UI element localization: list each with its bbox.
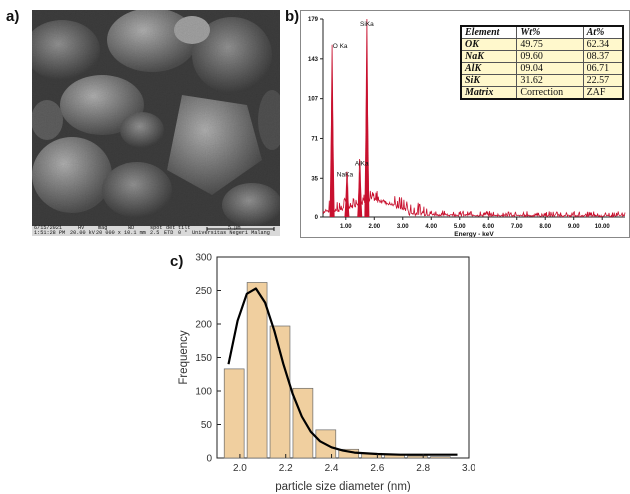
panel-label-a: a): [6, 8, 20, 25]
table-cell: Matrix: [460, 86, 518, 100]
table-cell: SiK: [460, 74, 518, 87]
eds-composition-table: Element Wt% At% OK 49.75 62.34 NaK 09.60…: [460, 25, 624, 100]
hist-x-tick-label: 3.0: [462, 463, 475, 474]
eds-spectrum-chart: 0 35 71 107 143 179 1.00 2.00 3.00 4.00 5.00 6.00 7.…: [308, 17, 626, 237]
sem-image: 6/15/2021 HV mag WD spot det tilt 5 μm 1…: [32, 10, 280, 236]
eds-x-tick-label: 8.00: [539, 224, 551, 230]
table-header-cell: At%: [582, 25, 624, 39]
hist-y-tick-label: 50: [201, 420, 213, 431]
sem-date: 6/15/2021: [34, 225, 63, 231]
sem-micrograph: [32, 10, 280, 226]
hist-y-tick-label: 300: [195, 253, 212, 264]
eds-peak: [329, 51, 335, 217]
sem-scale-label: 5 μm: [228, 225, 241, 231]
sem-tilt-value: 0 °: [178, 230, 188, 236]
eds-peak-label: O Ka: [333, 43, 348, 50]
table-cell: AlK: [460, 62, 518, 75]
table-cell: 62.34: [582, 38, 624, 51]
table-cell: 31.62: [516, 74, 584, 87]
eds-x-tick-label: 1.00: [340, 224, 352, 230]
table-row: Matrix Correction ZAF: [460, 86, 624, 100]
table-row: NaK 09.60 08.37: [460, 50, 624, 63]
panel-label-c: c): [170, 253, 184, 270]
eds-y-tick-label: 0: [315, 215, 319, 221]
hist-y-tick-label: 150: [195, 353, 212, 364]
histogram-bar: [246, 282, 268, 459]
hist-x-axis-label: particle size diameter (nm): [275, 481, 411, 492]
hist-y-tick-label: 200: [195, 320, 212, 331]
table-header-cell: Wt%: [516, 25, 584, 39]
table-header-cell: Element: [460, 25, 518, 39]
hist-x-tick-label: 2.6: [370, 463, 384, 474]
sem-wd-label: WD: [128, 225, 135, 231]
sem-spot-value: 2.5: [150, 230, 160, 236]
eds-y-tick-label: 71: [311, 136, 318, 142]
sem-info-bar: 6/15/2021 HV mag WD spot det tilt 5 μm 1…: [32, 225, 280, 236]
eds-y-tick-label: 35: [311, 176, 318, 182]
hist-y-tick-label: 250: [195, 286, 212, 297]
sem-det-value: ETD: [164, 230, 174, 236]
eds-y-tick-label: 107: [308, 97, 319, 103]
particle-size-histogram: 0 50 100 150 200 250 300 2.0 2.2 2.4 2.6 2.8 3.0 part…: [178, 253, 475, 493]
sem-tilt-label: tilt: [178, 225, 191, 231]
eds-peak-label: NaKa: [337, 171, 354, 178]
table-cell: 49.75: [516, 38, 584, 51]
histogram-bar: [223, 368, 245, 459]
table-header-row: Element Wt% At%: [460, 25, 624, 39]
sem-time: 1:51:28 PM: [34, 230, 66, 236]
hist-x-tick-label: 2.8: [416, 463, 430, 474]
table-row: OK 49.75 62.34: [460, 38, 624, 51]
sem-mag-value: 20 000 x: [96, 230, 121, 236]
eds-x-tick-label: 3.00: [397, 224, 409, 230]
hist-x-tick-label: 2.2: [279, 463, 293, 474]
eds-peak-label: AlKa: [355, 160, 369, 167]
eds-x-tick-label: 2.00: [368, 224, 380, 230]
table-cell: NaK: [460, 50, 518, 63]
eds-x-axis-label: Energy - keV: [454, 231, 494, 237]
eds-y-tick-label: 143: [308, 57, 319, 63]
eds-peak-label: SiKa: [360, 21, 374, 28]
eds-panel: 0 35 71 107 143 179 1.00 2.00 3.00 4.00 5.00 6.00 7.…: [300, 10, 630, 238]
sem-hv-label: HV: [78, 225, 85, 231]
table-cell: ZAF: [582, 86, 624, 100]
histogram-bar: [292, 387, 314, 459]
histogram-bar: [269, 325, 291, 459]
panel-label-b: b): [285, 8, 300, 25]
table-cell: 08.37: [582, 50, 624, 63]
table-cell: 06.71: [582, 62, 624, 75]
eds-spectrum-line: [322, 18, 626, 219]
sem-scale-bar: [206, 227, 275, 231]
hist-y-tick-label: 0: [206, 454, 212, 465]
eds-x-tick-label: 4.00: [425, 224, 437, 230]
table-row: AlK 09.04 06.71: [460, 62, 624, 75]
eds-x-tick-label: 6.00: [482, 224, 494, 230]
eds-peak: [364, 28, 370, 217]
sem-wd-value: 10.1 mm: [124, 230, 146, 236]
hist-x-tick-label: 2.0: [233, 463, 247, 474]
hist-y-tick-label: 100: [195, 387, 212, 398]
table-cell: 09.60: [516, 50, 584, 63]
hist-y-axis-label: Frequency: [178, 330, 190, 385]
hist-x-tick-label: 2.4: [325, 463, 339, 474]
eds-x-tick-label: 10.00: [595, 224, 611, 230]
eds-peak: [344, 179, 350, 217]
eds-x-tick-label: 5.00: [454, 224, 466, 230]
table-cell: 09.04: [516, 62, 584, 75]
eds-peak: [357, 168, 363, 217]
sem-mag-label: mag: [98, 225, 108, 231]
eds-x-tick-label: 7.00: [511, 224, 523, 230]
histogram-bar: [407, 455, 428, 459]
histogram-bar: [430, 456, 451, 459]
sem-det-label: det: [166, 225, 176, 231]
table-cell: 22.57: [582, 74, 624, 87]
sem-institution: Universitas Negeri Malang: [192, 230, 270, 236]
sem-hv-value: 20.00 kV: [70, 230, 95, 236]
distribution-fit-curve: [227, 287, 458, 456]
table-cell: Correction: [516, 86, 584, 100]
eds-x-tick-label: 9.00: [568, 224, 580, 230]
table-cell: OK: [460, 38, 518, 51]
table-row: SiK 31.62 22.57: [460, 74, 624, 87]
eds-y-tick-label: 179: [308, 17, 319, 23]
sem-spot-label: spot: [150, 225, 163, 231]
